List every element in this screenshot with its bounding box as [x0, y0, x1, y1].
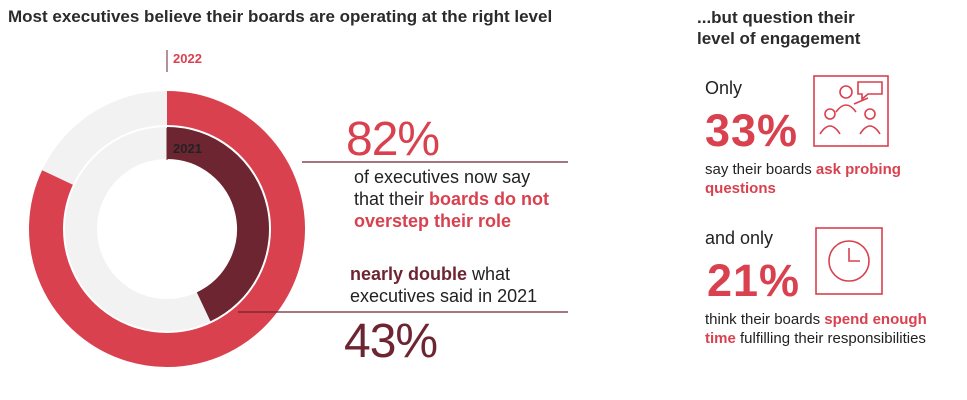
donut-arc-2022 — [29, 91, 305, 367]
callout-2021-line1-plain: what — [467, 264, 511, 284]
callout-2022-line2-plain: that their — [354, 189, 430, 209]
stat1-text-accent: ask probing questions — [705, 161, 901, 197]
clock-icon — [815, 227, 883, 295]
chart-title: Most executives believe their boards are… — [8, 7, 553, 26]
callout-2022-line2: that their boards do not — [354, 188, 594, 210]
callout-2022-line1: of executives now say — [354, 167, 531, 187]
callout-2021-line1-accent: nearly double — [350, 264, 468, 284]
label-2022: 2022 — [173, 51, 202, 66]
stat2-text-accent: spend enough time — [705, 311, 927, 347]
callout-2022-text: of executives now say that their boards … — [354, 166, 594, 232]
value-43: 43% — [344, 315, 438, 368]
label-2021: 2021 — [173, 141, 202, 156]
callout-2022-line3: overstep their role — [354, 211, 512, 231]
value-82: 82% — [346, 113, 440, 166]
right-panel-title: ...but question their level of engagemen… — [697, 7, 860, 49]
right-title-line1: ...but question their — [697, 8, 855, 27]
stat2-text: think their boards spend enough time ful… — [705, 310, 935, 348]
stat2-value: 21% — [707, 255, 801, 306]
stat1-value: 33% — [705, 105, 799, 156]
callout-2021-line1: nearly double what — [350, 263, 590, 285]
stat1-text: say their boards ask probing questions — [705, 160, 925, 198]
callout-2022-line2-accent: boards do not — [429, 189, 550, 209]
stat1-lead: Only — [705, 78, 743, 98]
callout-2021-line2: executives said in 2021 — [350, 286, 538, 306]
stat2-text-plain1: think their boards — [705, 311, 825, 328]
donut-arc-2021 — [166, 127, 269, 322]
right-title-line2: level of engagement — [697, 29, 861, 48]
stat1-text-plain: say their boards — [705, 161, 816, 178]
callout-2021-text: nearly double what executives said in 20… — [350, 263, 590, 307]
stat2-text-plain2: fulfilling their responsibilities — [735, 330, 926, 347]
stat2-lead: and only — [705, 228, 774, 248]
presenter-meeting-icon — [813, 75, 889, 147]
